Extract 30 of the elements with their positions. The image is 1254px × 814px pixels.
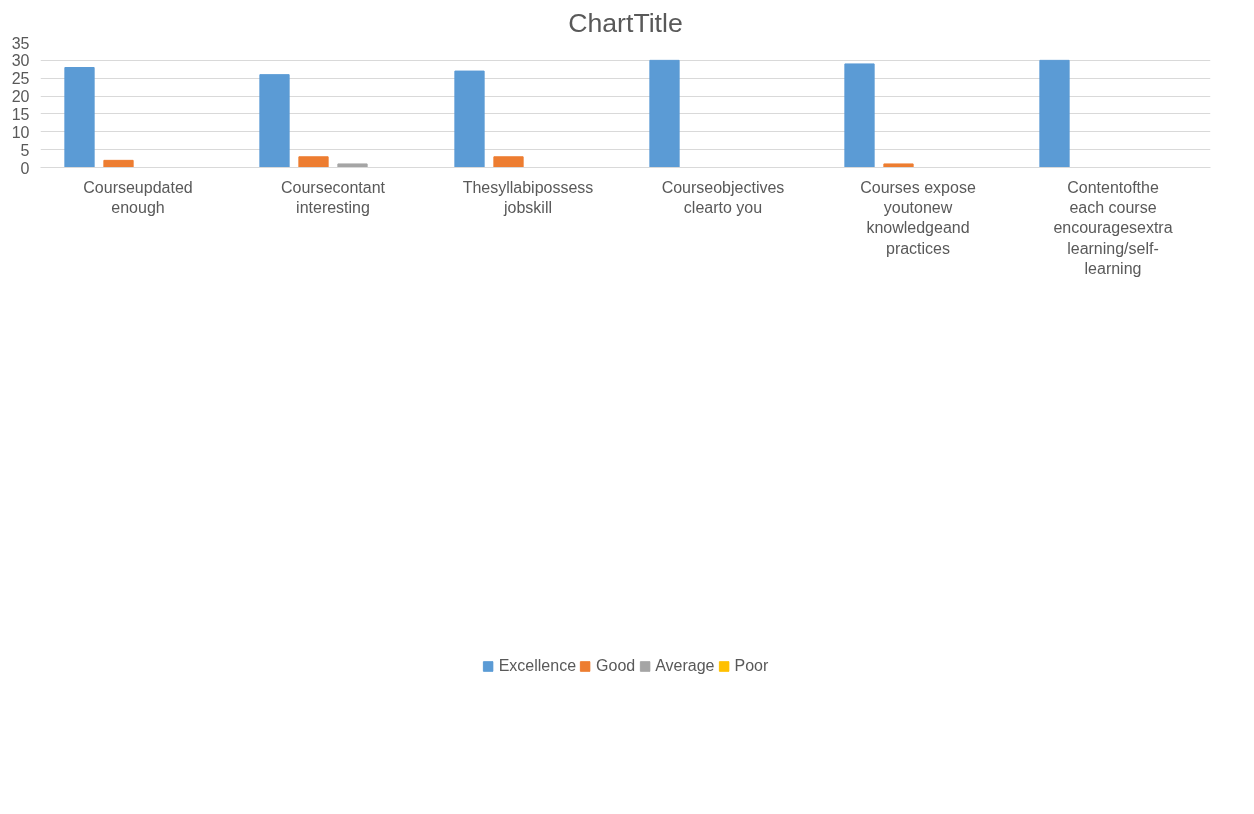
y-tick-label: 20	[11, 88, 30, 106]
legend-label: Good	[596, 656, 636, 675]
chart-title: ChartTitle	[568, 7, 683, 38]
y-tick-label: 0	[20, 159, 30, 177]
legend-label: Poor	[734, 656, 769, 675]
bar	[298, 156, 329, 168]
bar	[454, 70, 485, 168]
bar	[64, 67, 95, 168]
bar	[883, 163, 914, 168]
bar	[103, 159, 134, 168]
x-tick-label: Contentofthe each course encouragesextra learning/self- learning	[1053, 178, 1173, 278]
y-tick-label: 30	[11, 52, 30, 70]
y-tick-label: 15	[11, 105, 30, 123]
x-tick-label: Courses expose youtonew knowledgeand practices	[860, 178, 976, 257]
y-tick-label: 35	[11, 34, 30, 52]
bar	[649, 59, 680, 168]
x-tick-label: Courseobjectives clearto you	[661, 178, 785, 216]
bar	[493, 156, 524, 168]
bar	[259, 74, 290, 168]
x-tick-label: Courseupdated enough	[83, 178, 193, 216]
bar	[844, 63, 875, 168]
y-tick-label: 10	[11, 123, 30, 141]
bar	[1039, 59, 1070, 168]
legend-label: Excellence	[498, 656, 577, 675]
bar	[337, 163, 368, 168]
y-tick-label: 5	[20, 141, 30, 159]
y-tick-label: 25	[11, 70, 30, 88]
x-tick-label: Coursecontant interesting	[280, 178, 386, 216]
x-tick-label: Thesyllabipossess jobskill	[462, 178, 594, 216]
legend-label: Average	[655, 656, 715, 675]
